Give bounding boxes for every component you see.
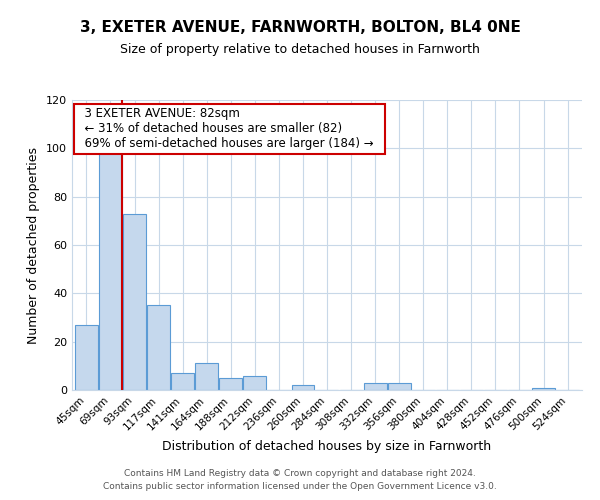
Bar	[171, 373, 194, 390]
Bar	[532, 388, 555, 390]
Bar	[147, 306, 170, 390]
Bar	[292, 385, 314, 390]
Bar	[195, 364, 218, 390]
Bar	[220, 378, 242, 390]
Text: 3 EXETER AVENUE: 82sqm
  ← 31% of detached houses are smaller (82)
  69% of semi: 3 EXETER AVENUE: 82sqm ← 31% of detached…	[77, 108, 381, 150]
Bar	[244, 376, 266, 390]
Text: Size of property relative to detached houses in Farnworth: Size of property relative to detached ho…	[120, 42, 480, 56]
Bar	[388, 383, 410, 390]
Y-axis label: Number of detached properties: Number of detached properties	[28, 146, 40, 344]
Text: Contains HM Land Registry data © Crown copyright and database right 2024.: Contains HM Land Registry data © Crown c…	[124, 468, 476, 477]
Text: Contains public sector information licensed under the Open Government Licence v3: Contains public sector information licen…	[103, 482, 497, 491]
Bar	[364, 383, 386, 390]
Text: 3, EXETER AVENUE, FARNWORTH, BOLTON, BL4 0NE: 3, EXETER AVENUE, FARNWORTH, BOLTON, BL4…	[80, 20, 520, 35]
Bar	[75, 325, 98, 390]
Bar	[99, 146, 122, 390]
Bar	[123, 214, 146, 390]
X-axis label: Distribution of detached houses by size in Farnworth: Distribution of detached houses by size …	[163, 440, 491, 453]
